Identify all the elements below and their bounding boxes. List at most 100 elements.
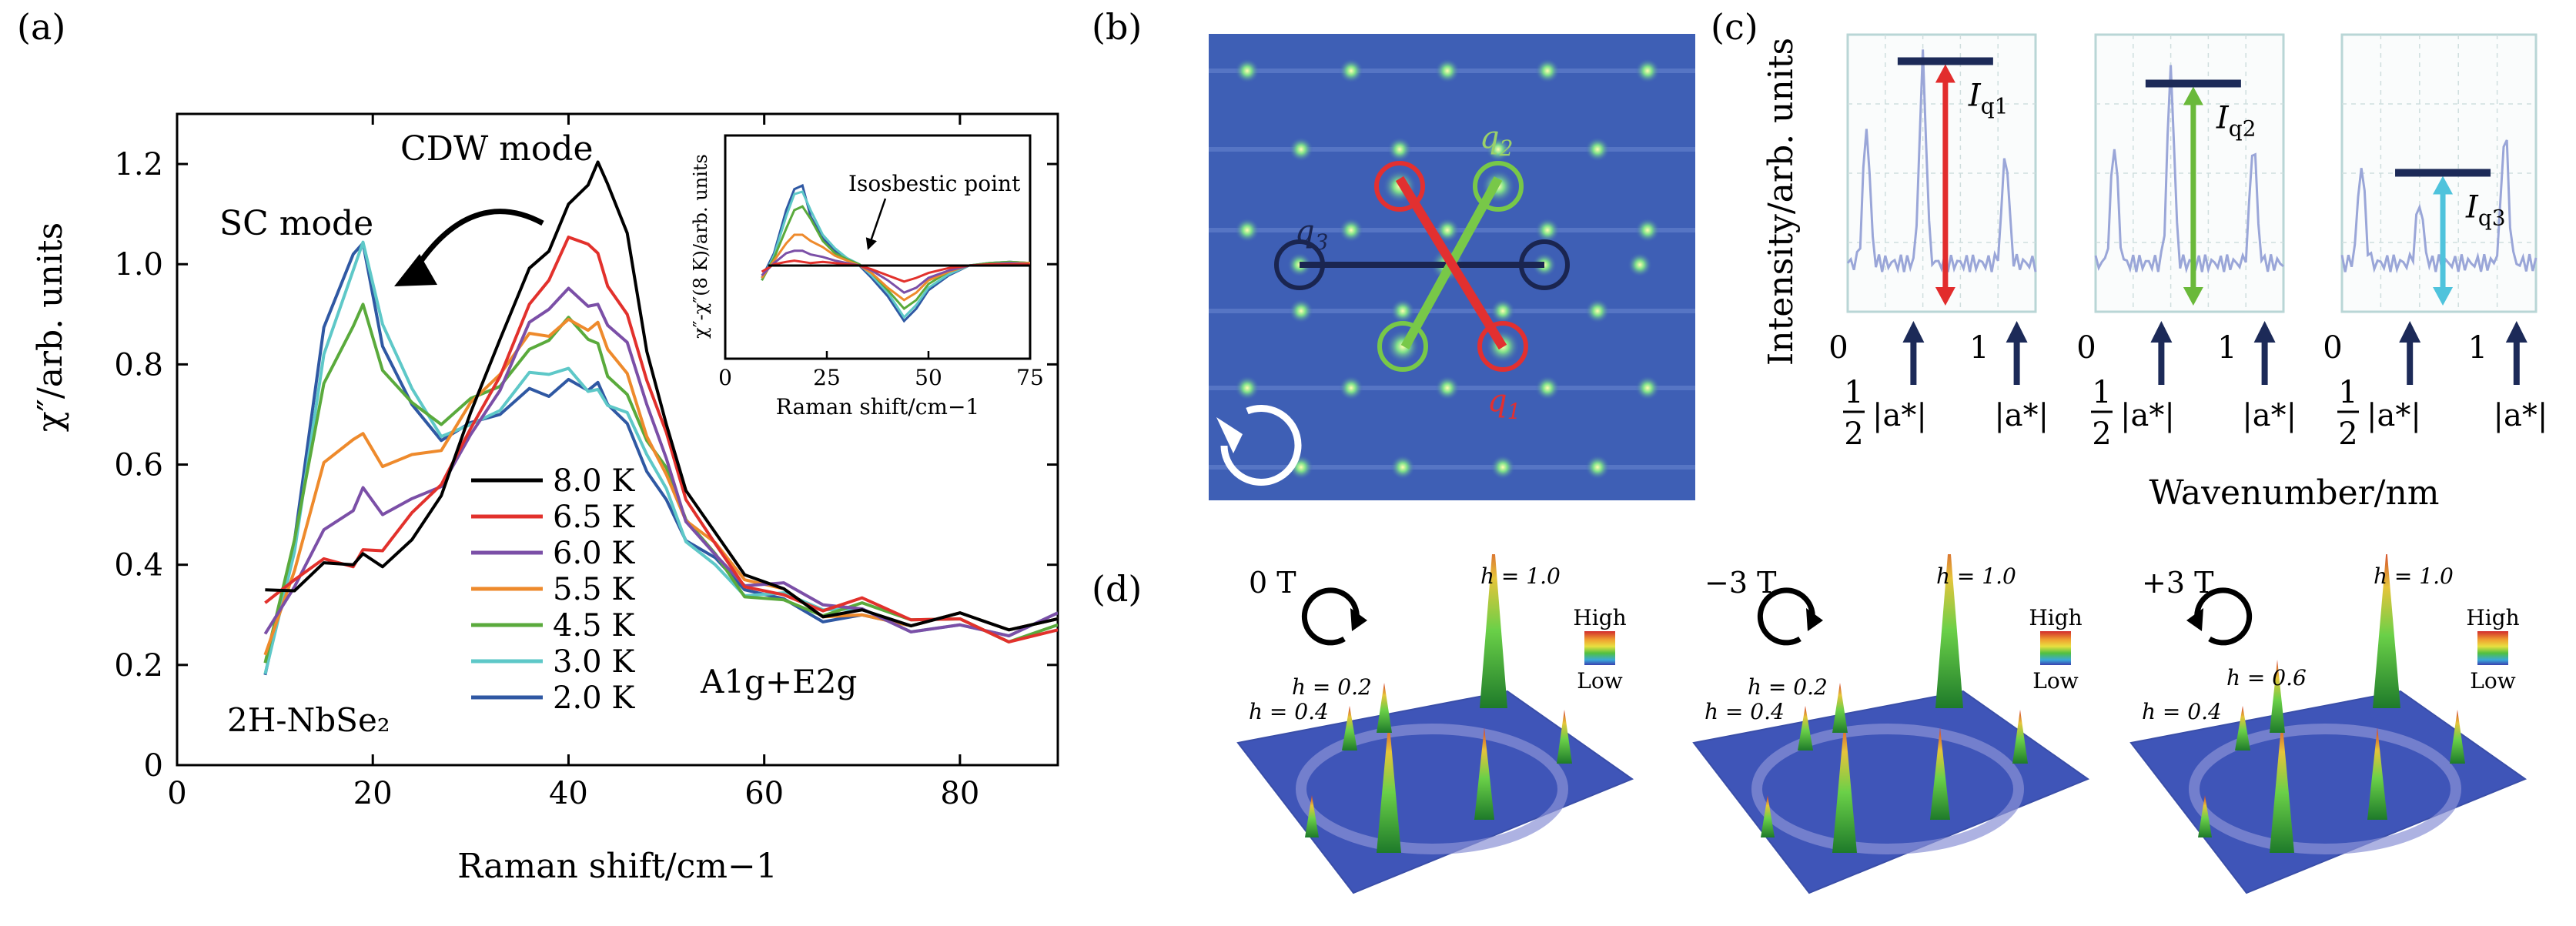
- d-surface-ring: [2189, 724, 2461, 854]
- series-line-5-5-K: [263, 317, 1058, 656]
- c-spectrum-line: [1846, 49, 2037, 274]
- d-h-top: h = 1.0: [1936, 563, 2016, 589]
- rotation-arrow-icon: [2194, 587, 2253, 646]
- bragg-spot: [1390, 455, 1415, 480]
- d-legend-high: High: [1573, 605, 1626, 630]
- x-tick-label: 60: [744, 776, 784, 811]
- c-half-fraction: 12: [2337, 375, 2359, 452]
- bragg-spot: [1339, 218, 1363, 242]
- c-tick-0: 0: [1828, 330, 1848, 366]
- d-surface: [2129, 690, 2527, 894]
- bragg-spot: [1535, 59, 1560, 83]
- c-astar-half: |a*|: [2120, 398, 2175, 433]
- q1-circle-top: [1374, 161, 1425, 212]
- d-map-3: +3 T h = 1.0 h = 0.6h = 0.4 High Low: [2129, 554, 2527, 894]
- d-peak: [2235, 706, 2250, 750]
- svg-text:2: 2: [2338, 416, 2357, 452]
- c-spectrum-line: [2340, 139, 2538, 274]
- bragg-spot: [1585, 299, 1610, 323]
- panel-a-chart: 0 20 40 60 80 0 0.2 0.4 0.6 0.8 1.0 1.2 χ″/arb. uni…: [31, 112, 1059, 886]
- x-axis-label: Raman shift/cm−1: [457, 847, 778, 886]
- d-peak: [1930, 727, 1950, 820]
- cdw-to-sc-arrow: [405, 209, 544, 282]
- d-h-mid: h = 0.2: [1748, 674, 1828, 700]
- legend: 8.0 K6.5 K6.0 K5.5 K4.5 K3.0 K2.0 K: [471, 463, 635, 716]
- d-peak: [2012, 710, 2028, 764]
- bragg-spot: [1289, 137, 1313, 162]
- q2-circle-bottom: [1377, 321, 1428, 372]
- c-x-axis-label: Wavenumber/nm: [2149, 473, 2439, 513]
- c-astar: |a*|: [2494, 398, 2548, 433]
- d-field-label: +3 T: [2142, 566, 2213, 600]
- c-tick-0: 0: [2076, 330, 2096, 366]
- d-peak: [1342, 706, 1357, 750]
- d-peak: [1761, 795, 1775, 837]
- d-h-top: h = 1.0: [1480, 563, 1561, 589]
- x-tick-label: 40: [549, 776, 588, 811]
- bragg-spot: [1435, 59, 1460, 83]
- d-map-2: −3 T h = 1.0 h = 0.2h = 0.4 High Low: [1692, 554, 2090, 894]
- bragg-spot: [1339, 59, 1363, 83]
- sc-mode-label: SC mode: [219, 204, 373, 243]
- panel-b-fft-image: q2 q1 q3: [1209, 34, 1695, 500]
- rotation-arrow-icon: [1301, 587, 1360, 646]
- panel-label-a: (a): [17, 6, 66, 48]
- d-legend-high: High: [2466, 605, 2519, 630]
- series-lines: [263, 160, 1058, 676]
- d-h-mid: h = 0.6: [2226, 665, 2307, 690]
- d-h-low: h = 0.4: [2142, 699, 2222, 724]
- c-half-fraction: 12: [2091, 375, 2113, 452]
- panel-label-c: (c): [1711, 6, 1758, 48]
- d-field-label: −3 T: [1705, 566, 1776, 600]
- series-line-8-0-K: [265, 160, 1058, 632]
- q3-circle-right: [1519, 239, 1570, 290]
- d-h-low: h = 0.4: [1249, 699, 1329, 724]
- svg-text:2: 2: [2092, 416, 2111, 452]
- d-map-1: 0 T h = 1.0 h = 0.2h = 0.4 High Low: [1236, 554, 1634, 894]
- y-tick-label: 0: [144, 748, 163, 784]
- q3-circle-left: [1274, 239, 1325, 290]
- d-legend-high: High: [2029, 605, 2082, 630]
- inset-x-label: Raman shift/cm−1: [776, 394, 980, 420]
- bragg-spot: [1289, 299, 1313, 323]
- panel-label-d: (d): [1092, 568, 1142, 610]
- bragg-spot: [1490, 455, 1515, 480]
- bragg-spot: [1635, 376, 1660, 400]
- x-tick-label: 20: [353, 776, 393, 811]
- c-arrowhead-up: [2433, 176, 2454, 195]
- y-axis-label: χ″/arb. units: [31, 222, 70, 432]
- d-peak: [1377, 683, 1392, 733]
- panel-label-b: (b): [1092, 6, 1142, 48]
- d-peak: [1557, 710, 1572, 764]
- d-peak: [1480, 554, 1507, 708]
- rotation-arrowhead-icon: [1216, 417, 1243, 453]
- d-h-top: h = 1.0: [2374, 563, 2454, 589]
- c-tick-1: 1: [2468, 330, 2487, 366]
- svg-text:2: 2: [1844, 416, 1863, 452]
- bragg-spot: [1635, 59, 1660, 83]
- d-surface-ring: [1751, 724, 2024, 854]
- c-half-fraction: 12: [1843, 375, 1865, 452]
- y-tick-label: 0.6: [114, 448, 163, 483]
- c-arrowhead-down: [1935, 287, 1955, 306]
- rotation-arrowhead-icon: [2186, 608, 2203, 631]
- d-legend-colorbar: [2040, 631, 2071, 665]
- series-line-2-0-K: [263, 241, 1058, 676]
- c-tick-1: 1: [1969, 330, 1989, 366]
- d-legend-low: Low: [2470, 668, 2515, 694]
- y-tick-label: 1.0: [114, 247, 163, 282]
- bragg-spot: [1435, 218, 1460, 242]
- y-tick-label: 0.2: [114, 648, 163, 684]
- d-surface: [1692, 690, 2090, 894]
- d-h-mid: h = 0.2: [1292, 674, 1372, 700]
- d-peak: [2373, 554, 2400, 708]
- d-peak: [1474, 727, 1494, 820]
- d-peak: [1832, 683, 1848, 733]
- c-arrowhead-up: [1935, 64, 1955, 83]
- inset-y-label: χ″-χ″(8 K)/arb. units: [690, 154, 711, 339]
- d-peak: [1798, 706, 1813, 750]
- q1-label: q1: [1487, 383, 1521, 424]
